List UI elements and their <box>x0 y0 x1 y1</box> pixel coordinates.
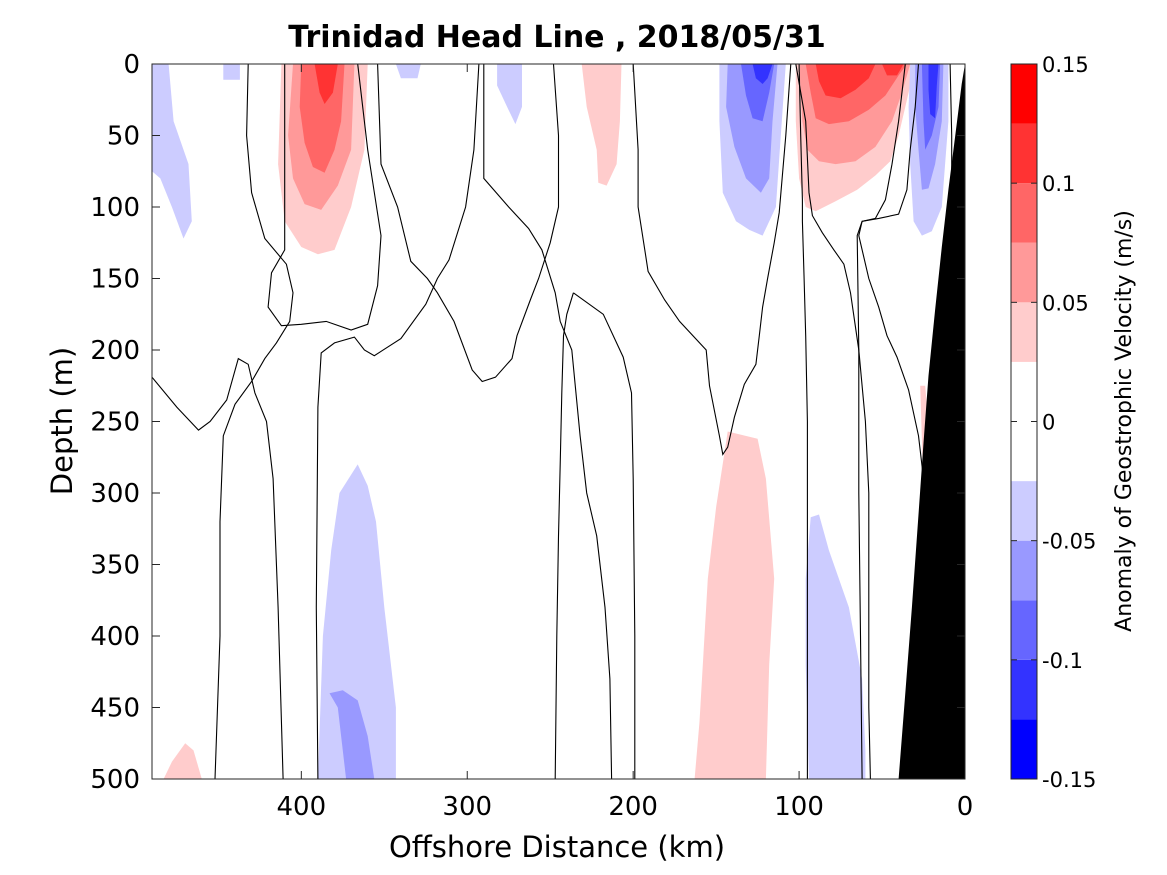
contour-line-9 <box>795 64 871 779</box>
anomaly-region-24 <box>163 743 202 779</box>
colorbar-tick-label: -0.15 <box>1042 768 1096 792</box>
y-tick-label: 150 <box>90 265 140 295</box>
contour-line-2 <box>315 64 491 779</box>
colorbar-bin-3 <box>1011 540 1037 601</box>
x-tick-label: 200 <box>608 792 658 822</box>
anomaly-region-26 <box>805 514 866 779</box>
velocity-anomaly-regions <box>152 64 951 779</box>
anomaly-region-7 <box>314 64 338 104</box>
x-tick-label: 400 <box>277 792 327 822</box>
y-tick-label: 250 <box>90 408 140 438</box>
y-tick-label: 200 <box>90 336 140 366</box>
chart-title: Trinidad Head Line , 2018/05/31 <box>288 20 825 55</box>
anomaly-region-16 <box>815 64 876 99</box>
y-tick-label: 350 <box>90 551 140 581</box>
contour-line-8 <box>606 64 792 456</box>
colorbar-tick-label: 0.15 <box>1042 53 1089 77</box>
colorbar-bin-1 <box>1011 659 1037 720</box>
anomaly-region-8 <box>581 64 622 186</box>
contour-line-6 <box>573 292 636 779</box>
y-axis-ticks: 0 50 100 150 200 250 300 350 400 450 500 <box>90 50 965 795</box>
anomaly-region-2 <box>395 64 421 79</box>
colorbar-bin-2 <box>1011 600 1037 660</box>
bathymetry <box>898 64 965 779</box>
seafloor-topography <box>898 64 965 779</box>
contour-line-12 <box>856 64 906 779</box>
colorbar-tick-label: 0 <box>1042 411 1055 435</box>
anomaly-region-17 <box>882 64 904 76</box>
x-axis-label: Offshore Distance (km) <box>389 830 725 864</box>
contour-line-0 <box>152 357 284 779</box>
y-axis-label: Depth (m) <box>45 347 79 495</box>
contour-line-4 <box>377 64 560 383</box>
y-tick-label: 50 <box>107 122 140 152</box>
y-tick-label: 500 <box>90 765 140 795</box>
x-axis-ticks: 400 300 200 100 0 <box>277 64 974 822</box>
anomaly-region-21 <box>928 64 939 119</box>
x-tick-label: 100 <box>774 792 824 822</box>
plot-frame <box>151 63 966 780</box>
colorbar-bin-9 <box>1011 123 1037 184</box>
contour-line-1 <box>267 64 382 331</box>
y-tick-label: 0 <box>123 50 140 80</box>
x-tick-label: 300 <box>442 792 492 822</box>
colorbar-tick-label: -0.1 <box>1042 649 1083 673</box>
colorbar-label: Anomaly of Geostrophic Velocity (m/s) <box>1112 210 1137 632</box>
anomaly-region-23 <box>329 690 375 779</box>
colorbar-tick-label: -0.05 <box>1042 530 1096 554</box>
x-tick-label: 0 <box>957 792 974 822</box>
colorbar-bin-0 <box>1011 719 1037 779</box>
anomaly-region-6 <box>299 64 345 173</box>
anomaly-region-0 <box>152 64 192 239</box>
colorbar-bin-10 <box>1011 64 1037 124</box>
anomaly-region-12 <box>752 64 773 84</box>
contour-line-10 <box>798 64 808 779</box>
y-tick-label: 450 <box>90 694 140 724</box>
contour-line-5 <box>554 292 574 779</box>
anomaly-region-1 <box>223 64 240 80</box>
y-tick-label: 400 <box>90 622 140 652</box>
y-tick-label: 300 <box>90 479 140 509</box>
colorbar-bin-8 <box>1011 183 1037 243</box>
anomaly-region-25 <box>694 431 775 779</box>
colorbar-ticks: 0.15 0.1 0.05 0 -0.05 -0.1 -0.15 <box>1011 53 1096 792</box>
colorbar-tick-label: 0.05 <box>1042 291 1089 315</box>
colorbar-bin-4 <box>1011 481 1037 541</box>
colorbar-bin-7 <box>1011 242 1037 303</box>
colorbar-bin-6 <box>1011 302 1037 362</box>
colorbar-tick-label: 0.1 <box>1042 172 1075 196</box>
anomaly-region-3 <box>497 64 522 125</box>
contour-line-3 <box>214 64 294 779</box>
contour-line-7 <box>483 64 613 779</box>
y-tick-label: 100 <box>90 193 140 223</box>
